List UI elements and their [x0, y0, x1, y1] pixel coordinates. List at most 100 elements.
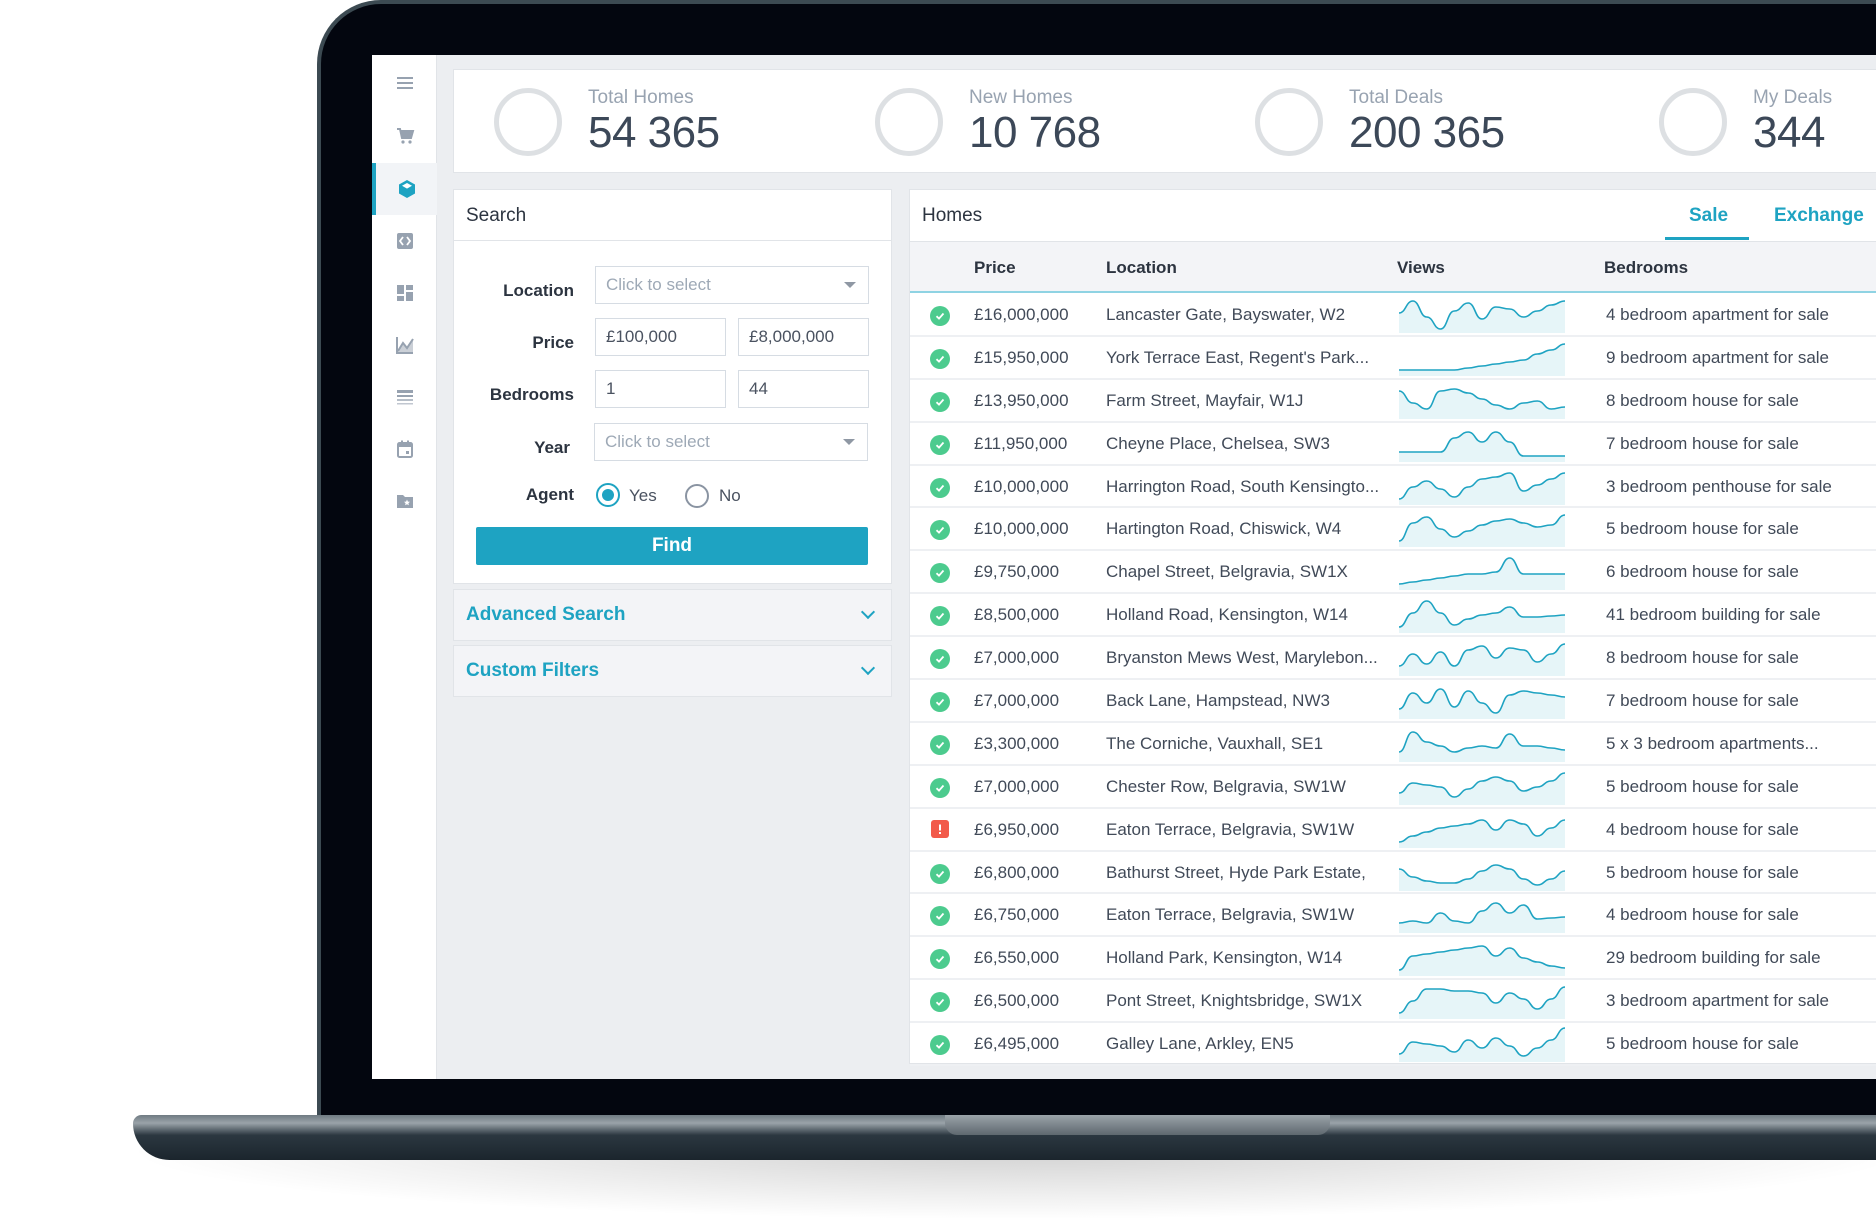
- views-sparkline: [1399, 945, 1565, 977]
- bedrooms-cell: 8 bedroom house for sale: [1606, 390, 1799, 410]
- price-cell: £9,750,000: [974, 562, 1060, 582]
- bedrooms-min-input[interactable]: 1: [595, 370, 726, 408]
- check-circle-icon: [930, 520, 950, 541]
- views-sparkline: [1399, 643, 1565, 677]
- views-sparkline: [1399, 387, 1565, 419]
- bedrooms-cell: 6 bedroom house for sale: [1606, 562, 1799, 582]
- bedrooms-cell: 5 bedroom house for sale: [1606, 1034, 1799, 1054]
- sidebar-item-cart[interactable]: [372, 110, 437, 162]
- views-sparkline: [1399, 343, 1565, 376]
- tab-exchange[interactable]: Exchange: [1774, 205, 1864, 226]
- views-sparkline: [1399, 863, 1565, 891]
- bedrooms-max-input[interactable]: 44: [738, 370, 869, 408]
- check-circle-icon: [930, 692, 950, 713]
- laptop-shadow: [120, 1150, 1876, 1220]
- find-button[interactable]: Find: [476, 527, 868, 565]
- price-cell: £6,800,000: [974, 862, 1060, 882]
- sidebar: [372, 55, 437, 1079]
- sidebar-item-calendar[interactable]: [372, 423, 437, 475]
- table-row[interactable]: £7,000,000 Chester Row, Belgravia, SW1W …: [910, 766, 1876, 809]
- tab-sale[interactable]: Sale: [1689, 205, 1729, 226]
- table-row[interactable]: £7,000,000 Bryanston Mews West, Marylebo…: [910, 637, 1876, 681]
- table-row[interactable]: £6,550,000 Holland Park, Kensington, W14…: [910, 937, 1876, 981]
- sidebar-item-favorites-folder[interactable]: [372, 475, 437, 527]
- divider: [454, 240, 891, 241]
- table-row[interactable]: £7,000,000 Back Lane, Hampstead, NW3 7 b…: [910, 680, 1876, 723]
- column-header-bedrooms[interactable]: Bedrooms: [1604, 258, 1689, 277]
- agent-no-radio[interactable]: [685, 484, 709, 508]
- location-cell: Holland Park, Kensington, W14: [1106, 948, 1343, 968]
- table-row[interactable]: £10,000,000 Harrington Road, South Kensi…: [910, 466, 1876, 509]
- table-row[interactable]: £16,000,000 Lancaster Gate, Bayswater, W…: [910, 294, 1876, 337]
- table-row[interactable]: £6,800,000 Bathurst Street, Hyde Park Es…: [910, 852, 1876, 895]
- check-circle-icon: [930, 348, 950, 369]
- price-max-input[interactable]: £8,000,000: [738, 318, 869, 356]
- cart-icon: [396, 128, 414, 144]
- year-label: Year: [534, 438, 570, 457]
- table-row[interactable]: £8,500,000 Holland Road, Kensington, W14…: [910, 594, 1876, 638]
- year-placeholder: Click to select: [605, 432, 710, 451]
- year-select[interactable]: Click to select: [594, 423, 868, 461]
- price-cell: £15,950,000: [974, 347, 1069, 367]
- price-cell: £16,000,000: [974, 305, 1069, 324]
- bedrooms-label: Bedrooms: [489, 385, 574, 404]
- alert-icon: [931, 819, 949, 838]
- stat-label: Total Homes: [588, 87, 694, 108]
- price-cell: £6,500,000: [974, 991, 1060, 1011]
- stat-label: My Deals: [1753, 87, 1833, 108]
- app-screen: Total Homes 54 365 New Homes 10 768 Tota…: [372, 55, 1876, 1079]
- check-circle-icon: [930, 563, 950, 584]
- views-sparkline: [1399, 430, 1565, 462]
- sidebar-item-cube[interactable]: [372, 163, 437, 215]
- dashboard-icon: [396, 285, 413, 301]
- folder-star-icon: [396, 495, 413, 508]
- sidebar-item-code[interactable]: [372, 215, 437, 267]
- table-row[interactable]: £10,000,000 Hartington Road, Chiswick, W…: [910, 508, 1876, 552]
- column-header-price[interactable]: Price: [974, 258, 1016, 277]
- chevron-down-icon: [843, 439, 855, 445]
- location-cell: Eaton Terrace, Belgravia, SW1W: [1106, 905, 1355, 925]
- advanced-search-accordion[interactable]: Advanced Search: [453, 589, 892, 641]
- sidebar-item-table[interactable]: [372, 371, 437, 423]
- price-min-input[interactable]: £100,000: [595, 318, 726, 356]
- table-row[interactable]: £6,495,000 Galley Lane, Arkley, EN5 5 be…: [910, 1023, 1876, 1067]
- table-row[interactable]: £6,950,000 Eaton Terrace, Belgravia, SW1…: [910, 809, 1876, 852]
- location-cell: Cheyne Place, Chelsea, SW3: [1106, 433, 1330, 453]
- location-label: Location: [503, 281, 574, 300]
- stat-ring: [875, 88, 943, 156]
- search-panel-title: Search: [466, 205, 527, 226]
- location-cell: York Terrace East, Regent's Park...: [1106, 347, 1370, 367]
- price-cell: £7,000,000: [974, 648, 1060, 668]
- laptop-hinge-notch: [945, 1115, 1330, 1135]
- table-row[interactable]: £11,950,000 Cheyne Place, Chelsea, SW3 7…: [910, 423, 1876, 466]
- table-row[interactable]: £13,950,000 Farm Street, Mayfair, W1J 8 …: [910, 380, 1876, 423]
- check-circle-icon: [930, 777, 950, 798]
- location-cell: Chester Row, Belgravia, SW1W: [1106, 776, 1346, 796]
- column-header-location[interactable]: Location: [1106, 258, 1177, 277]
- location-cell: Hartington Road, Chiswick, W4: [1106, 519, 1342, 539]
- custom-filters-accordion[interactable]: Custom Filters: [453, 645, 892, 697]
- table-row[interactable]: £9,750,000 Chapel Street, Belgravia, SW1…: [910, 551, 1876, 595]
- price-label: Price: [532, 333, 574, 352]
- table-row[interactable]: £6,500,000 Pont Street, Knightsbridge, S…: [910, 980, 1876, 1024]
- column-header-views[interactable]: Views: [1397, 258, 1445, 277]
- location-cell: Pont Street, Knightsbridge, SW1X: [1106, 991, 1363, 1011]
- table-row[interactable]: £15,950,000 York Terrace East, Regent's …: [910, 337, 1876, 380]
- bedrooms-cell: 7 bedroom house for sale: [1606, 433, 1799, 453]
- bedrooms-cell: 5 x 3 bedroom apartments...: [1606, 733, 1819, 753]
- stat-label: New Homes: [969, 87, 1073, 108]
- table-row[interactable]: £3,300,000 The Corniche, Vauxhall, SE1 5…: [910, 723, 1876, 766]
- sidebar-item-menu[interactable]: [372, 57, 437, 109]
- location-cell: Bathurst Street, Hyde Park Estate,: [1106, 862, 1366, 882]
- sidebar-item-dashboard[interactable]: [372, 267, 437, 319]
- homes-panel: Homes Sale Exchange Price Location Views…: [909, 189, 1876, 1067]
- agent-yes-radio[interactable]: [596, 483, 620, 507]
- stat-value: 200 365: [1349, 108, 1505, 157]
- location-select[interactable]: Click to select: [595, 266, 869, 304]
- check-circle-icon: [930, 391, 950, 412]
- price-cell: £10,000,000: [974, 476, 1069, 496]
- sidebar-item-chart[interactable]: [372, 319, 437, 371]
- table-row[interactable]: £6,750,000 Eaton Terrace, Belgravia, SW1…: [910, 894, 1876, 938]
- check-circle-icon: [930, 649, 950, 670]
